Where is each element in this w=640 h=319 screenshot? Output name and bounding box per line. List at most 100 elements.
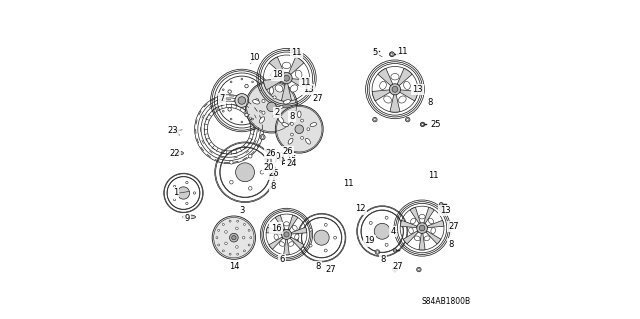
Circle shape xyxy=(372,117,377,122)
Polygon shape xyxy=(410,207,420,223)
Circle shape xyxy=(273,115,276,118)
Circle shape xyxy=(267,102,276,112)
Circle shape xyxy=(291,122,293,125)
Polygon shape xyxy=(397,68,412,86)
Circle shape xyxy=(186,181,188,184)
Circle shape xyxy=(284,75,289,81)
Ellipse shape xyxy=(419,214,425,219)
Circle shape xyxy=(262,111,265,114)
Circle shape xyxy=(232,235,236,240)
Circle shape xyxy=(420,123,424,126)
Ellipse shape xyxy=(274,234,278,240)
Circle shape xyxy=(222,89,224,91)
Polygon shape xyxy=(269,237,283,249)
Circle shape xyxy=(220,100,221,101)
Text: 16: 16 xyxy=(271,224,282,233)
Circle shape xyxy=(248,244,250,246)
Circle shape xyxy=(252,118,253,120)
Circle shape xyxy=(375,250,380,254)
Ellipse shape xyxy=(305,138,310,144)
Circle shape xyxy=(228,108,231,111)
Ellipse shape xyxy=(292,225,297,230)
Circle shape xyxy=(260,110,261,112)
Circle shape xyxy=(273,96,276,99)
Circle shape xyxy=(248,154,252,158)
Ellipse shape xyxy=(276,225,280,230)
Polygon shape xyxy=(372,90,390,101)
Circle shape xyxy=(243,250,245,252)
Text: 19: 19 xyxy=(364,236,374,245)
Text: 2: 2 xyxy=(275,108,280,117)
Circle shape xyxy=(369,238,372,241)
Circle shape xyxy=(393,249,397,252)
Circle shape xyxy=(417,223,428,234)
Circle shape xyxy=(261,136,264,138)
Circle shape xyxy=(222,223,224,226)
Circle shape xyxy=(280,105,283,108)
Text: 4: 4 xyxy=(391,227,396,236)
Circle shape xyxy=(390,53,393,56)
Ellipse shape xyxy=(259,117,265,123)
Circle shape xyxy=(373,49,376,53)
Circle shape xyxy=(307,128,310,131)
Ellipse shape xyxy=(290,85,298,92)
Circle shape xyxy=(420,122,425,127)
Polygon shape xyxy=(264,79,282,90)
Text: 25: 25 xyxy=(430,120,441,129)
Ellipse shape xyxy=(384,96,392,103)
Circle shape xyxy=(186,202,188,205)
Ellipse shape xyxy=(278,117,284,123)
Circle shape xyxy=(230,181,233,184)
Circle shape xyxy=(390,52,394,56)
Circle shape xyxy=(324,249,327,252)
Text: 13: 13 xyxy=(440,206,451,215)
Ellipse shape xyxy=(284,100,291,104)
Circle shape xyxy=(225,231,227,233)
Circle shape xyxy=(374,223,390,239)
Polygon shape xyxy=(426,231,441,244)
Circle shape xyxy=(218,244,220,246)
Ellipse shape xyxy=(310,122,317,127)
Text: 3: 3 xyxy=(239,206,244,215)
Circle shape xyxy=(236,227,238,230)
Circle shape xyxy=(268,149,273,154)
Circle shape xyxy=(230,81,232,83)
Circle shape xyxy=(255,99,259,102)
Text: S84AB1800B: S84AB1800B xyxy=(422,297,470,306)
Ellipse shape xyxy=(414,236,420,241)
Circle shape xyxy=(284,232,289,237)
Text: 20: 20 xyxy=(264,163,274,172)
Circle shape xyxy=(237,253,239,255)
Circle shape xyxy=(175,129,179,133)
Circle shape xyxy=(262,100,264,101)
Circle shape xyxy=(273,158,275,161)
Text: 10: 10 xyxy=(250,53,260,62)
Polygon shape xyxy=(282,83,292,101)
Text: 7: 7 xyxy=(219,94,225,103)
Circle shape xyxy=(245,81,298,133)
Text: 11: 11 xyxy=(300,78,311,87)
Ellipse shape xyxy=(431,227,435,234)
Circle shape xyxy=(173,198,176,201)
Ellipse shape xyxy=(380,81,387,89)
Text: 14: 14 xyxy=(229,262,240,271)
Polygon shape xyxy=(290,237,304,249)
Polygon shape xyxy=(399,90,418,101)
Circle shape xyxy=(252,81,253,83)
Circle shape xyxy=(260,135,265,140)
Circle shape xyxy=(229,253,231,255)
Circle shape xyxy=(369,221,372,225)
Circle shape xyxy=(222,250,224,252)
Circle shape xyxy=(238,97,246,104)
Ellipse shape xyxy=(399,96,406,103)
Circle shape xyxy=(280,157,284,162)
Text: 13: 13 xyxy=(303,85,314,94)
Text: 6: 6 xyxy=(279,256,284,264)
Ellipse shape xyxy=(391,73,399,80)
Polygon shape xyxy=(288,215,298,230)
Circle shape xyxy=(230,160,233,164)
Circle shape xyxy=(235,93,249,108)
Text: 11: 11 xyxy=(397,47,408,56)
Text: 26: 26 xyxy=(268,169,279,178)
Circle shape xyxy=(229,220,231,222)
